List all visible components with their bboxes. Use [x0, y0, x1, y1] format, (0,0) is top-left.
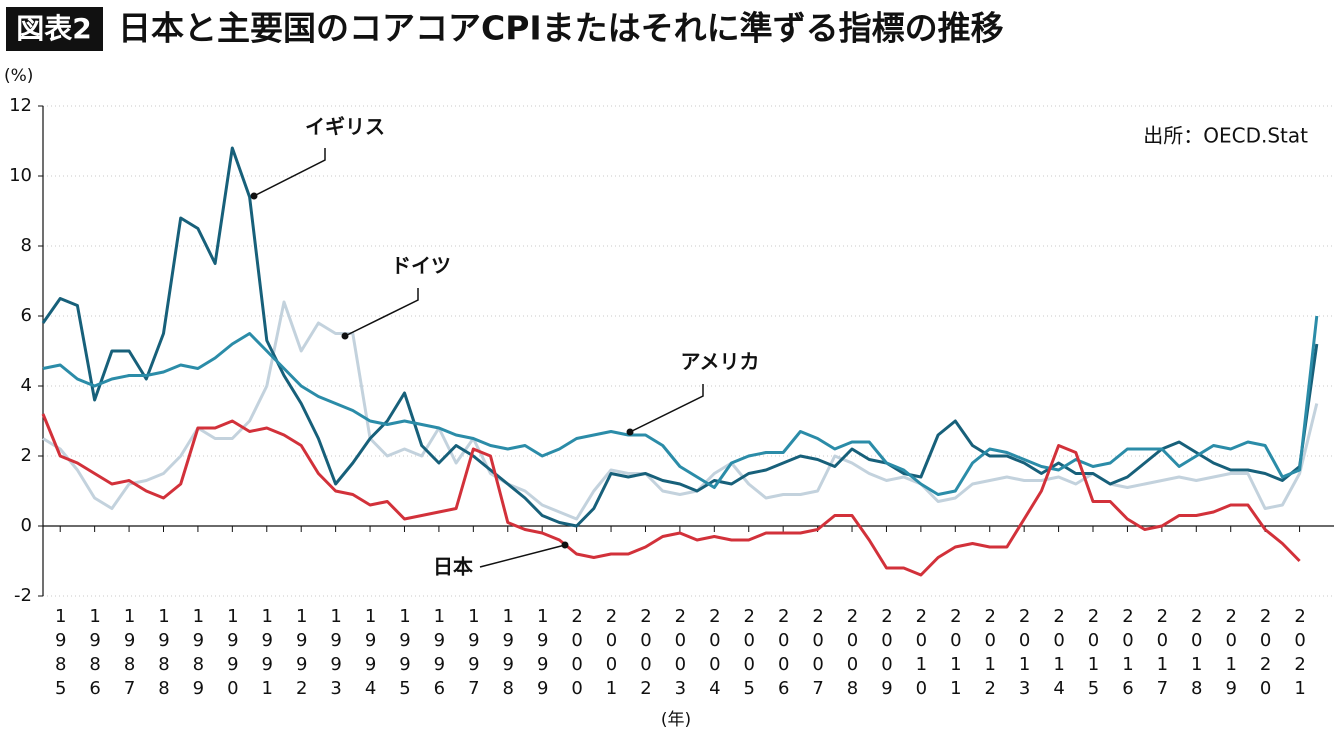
x-tick-label: 2016: [1117, 606, 1138, 702]
leader-line: [479, 544, 566, 568]
y-tick-label: 12: [9, 95, 32, 116]
x-tick-label: 1991: [257, 606, 278, 702]
x-tick-label: 1996: [429, 606, 450, 702]
x-tick-label: 1993: [326, 606, 347, 702]
x-tick-label: 2017: [1152, 606, 1173, 702]
x-tick-label: 1989: [188, 606, 209, 702]
leader-line: [344, 288, 419, 337]
x-tick-label: 1985: [50, 606, 71, 702]
x-tick-label: 1995: [394, 606, 415, 702]
x-tick-label: 2010: [911, 606, 932, 702]
x-tick-label: 2007: [808, 606, 829, 702]
y-axis-label: (%): [4, 66, 33, 86]
series-line: [42, 300, 1319, 521]
series-line: [42, 315, 1319, 496]
x-tick-label: 2011: [945, 606, 966, 702]
chart-title: 日本と主要国のコアコアCPIまたはそれに準ずる指標の推移: [118, 9, 1004, 48]
series-line: [41, 146, 1319, 528]
x-tick-label: 2003: [670, 606, 691, 702]
x-tick-label: 2006: [773, 606, 794, 702]
x-tick-label: 2000: [567, 606, 588, 702]
x-tick-label: 2021: [1290, 606, 1311, 702]
x-tick-label: 1997: [463, 606, 484, 702]
source: 出所：OECD.Stat: [1143, 124, 1308, 148]
x-tick-label: 2002: [635, 606, 656, 702]
badge-box: [6, 7, 103, 51]
leader-dot: [341, 332, 349, 340]
series-line: [41, 413, 1301, 577]
x-tick-label: 2008: [842, 606, 863, 702]
leader-line: [629, 384, 704, 433]
x-tick-label: 2001: [601, 606, 622, 702]
x-tick-label: 2009: [876, 606, 897, 702]
leader-dot: [561, 541, 569, 549]
series-label: アメリカ: [681, 350, 760, 374]
y-tick-label: 4: [21, 375, 32, 396]
x-tick-label: 2018: [1186, 606, 1207, 702]
y-tick-label: 8: [21, 235, 32, 256]
leader-dot: [626, 428, 634, 436]
x-tick-label: 1999: [532, 606, 553, 702]
badge: 図表2: [16, 12, 91, 45]
y-tick-label: 10: [9, 165, 32, 186]
series-label: 日本: [433, 555, 473, 579]
x-axis-label: (年): [661, 710, 691, 730]
x-tick-label: 2015: [1083, 606, 1104, 702]
leader-line: [253, 148, 326, 197]
x-tick-label: 1988: [153, 606, 174, 702]
x-tick-label: 2005: [739, 606, 760, 702]
x-tick-label: 2020: [1255, 606, 1276, 702]
x-tick-label: 1987: [119, 606, 140, 702]
x-tick-label: 2004: [704, 606, 725, 702]
x-tick-label: 1986: [85, 606, 106, 702]
series-label: ドイツ: [391, 254, 451, 278]
x-tick-label: 2019: [1221, 606, 1242, 702]
y-tick-label: 0: [21, 515, 32, 536]
leader-dot: [250, 192, 258, 200]
y-tick-label: 6: [21, 305, 32, 326]
x-tick-label: 1990: [222, 606, 243, 702]
y-tick-label: 2: [21, 445, 32, 466]
x-tick-label: 1992: [291, 606, 312, 702]
x-tick-label: 1994: [360, 606, 381, 702]
x-tick-label: 2014: [1049, 606, 1070, 702]
x-tick-label: 2013: [1014, 606, 1035, 702]
x-tick-label: 1998: [498, 606, 519, 702]
x-tick-label: 2012: [980, 606, 1001, 702]
series-label: イギリス: [305, 115, 385, 139]
y-tick-label: -2: [14, 585, 32, 606]
